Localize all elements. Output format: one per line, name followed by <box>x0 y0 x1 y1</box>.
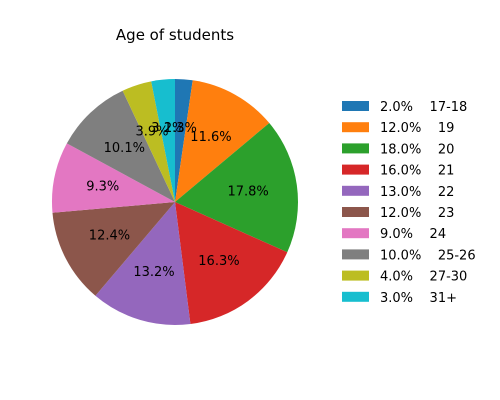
slice-percent-label: 17.8% <box>227 184 268 199</box>
chart-title: Age of students <box>116 26 234 44</box>
legend-swatch <box>342 228 369 239</box>
pie-slice <box>66 90 175 202</box>
slice-percent-label: 11.6% <box>190 130 231 145</box>
pie-slice <box>95 202 191 326</box>
legend-swatch <box>342 291 369 302</box>
pie-slice <box>175 79 193 202</box>
legend-label: 4.0% 27-30 <box>380 270 467 285</box>
pie-slice <box>175 202 288 325</box>
pie-slice <box>52 143 175 213</box>
legend-label: 9.0% 24 <box>380 227 446 242</box>
pie-slices <box>52 79 298 326</box>
slice-percent-label: 16.3% <box>198 254 239 269</box>
legend-label: 10.0% 25-26 <box>380 248 476 263</box>
legend-swatch <box>342 164 369 175</box>
pie-slice <box>175 80 270 202</box>
legend-label: 16.0% 21 <box>380 164 454 179</box>
legend-label: 2.0% 17-18 <box>380 100 467 115</box>
legend-label: 12.0% 19 <box>380 121 454 136</box>
pie-slice <box>52 202 176 296</box>
legend: 2.0% 17-18 12.0% 19 18.0% 20 16.0% 21 13.0% … <box>342 100 476 306</box>
slice-percent-label: 10.1% <box>104 141 145 156</box>
legend-swatch <box>342 101 369 111</box>
legend-swatch <box>342 249 369 260</box>
legend-swatch <box>342 270 369 281</box>
pie-slice-labels: 2.3%11.6% 17.8% 16.3% 13.2% 12.4% 9.3% 10.1% 3.… <box>86 121 269 280</box>
legend-label: 12.0% 23 <box>380 206 454 221</box>
legend-swatch <box>342 207 369 217</box>
legend-label: 18.0% 20 <box>380 142 454 157</box>
pie-slice <box>175 123 298 253</box>
legend-swatch <box>342 143 369 154</box>
legend-label: 13.0% 22 <box>380 185 454 200</box>
pie-slice <box>151 79 175 202</box>
legend-swatch <box>342 185 369 196</box>
slice-percent-label: 3.1% <box>151 121 184 136</box>
legend-swatch <box>342 122 369 133</box>
pie-slice <box>122 81 175 202</box>
slice-percent-label: 3.9% <box>135 124 168 139</box>
slice-percent-label: 13.2% <box>133 265 174 280</box>
legend-label: 3.0% 31+ <box>380 291 457 306</box>
slice-percent-label: 12.4% <box>89 228 130 243</box>
slice-percent-label: 9.3% <box>86 180 119 195</box>
slice-percent-label: 2.3% <box>164 121 197 136</box>
